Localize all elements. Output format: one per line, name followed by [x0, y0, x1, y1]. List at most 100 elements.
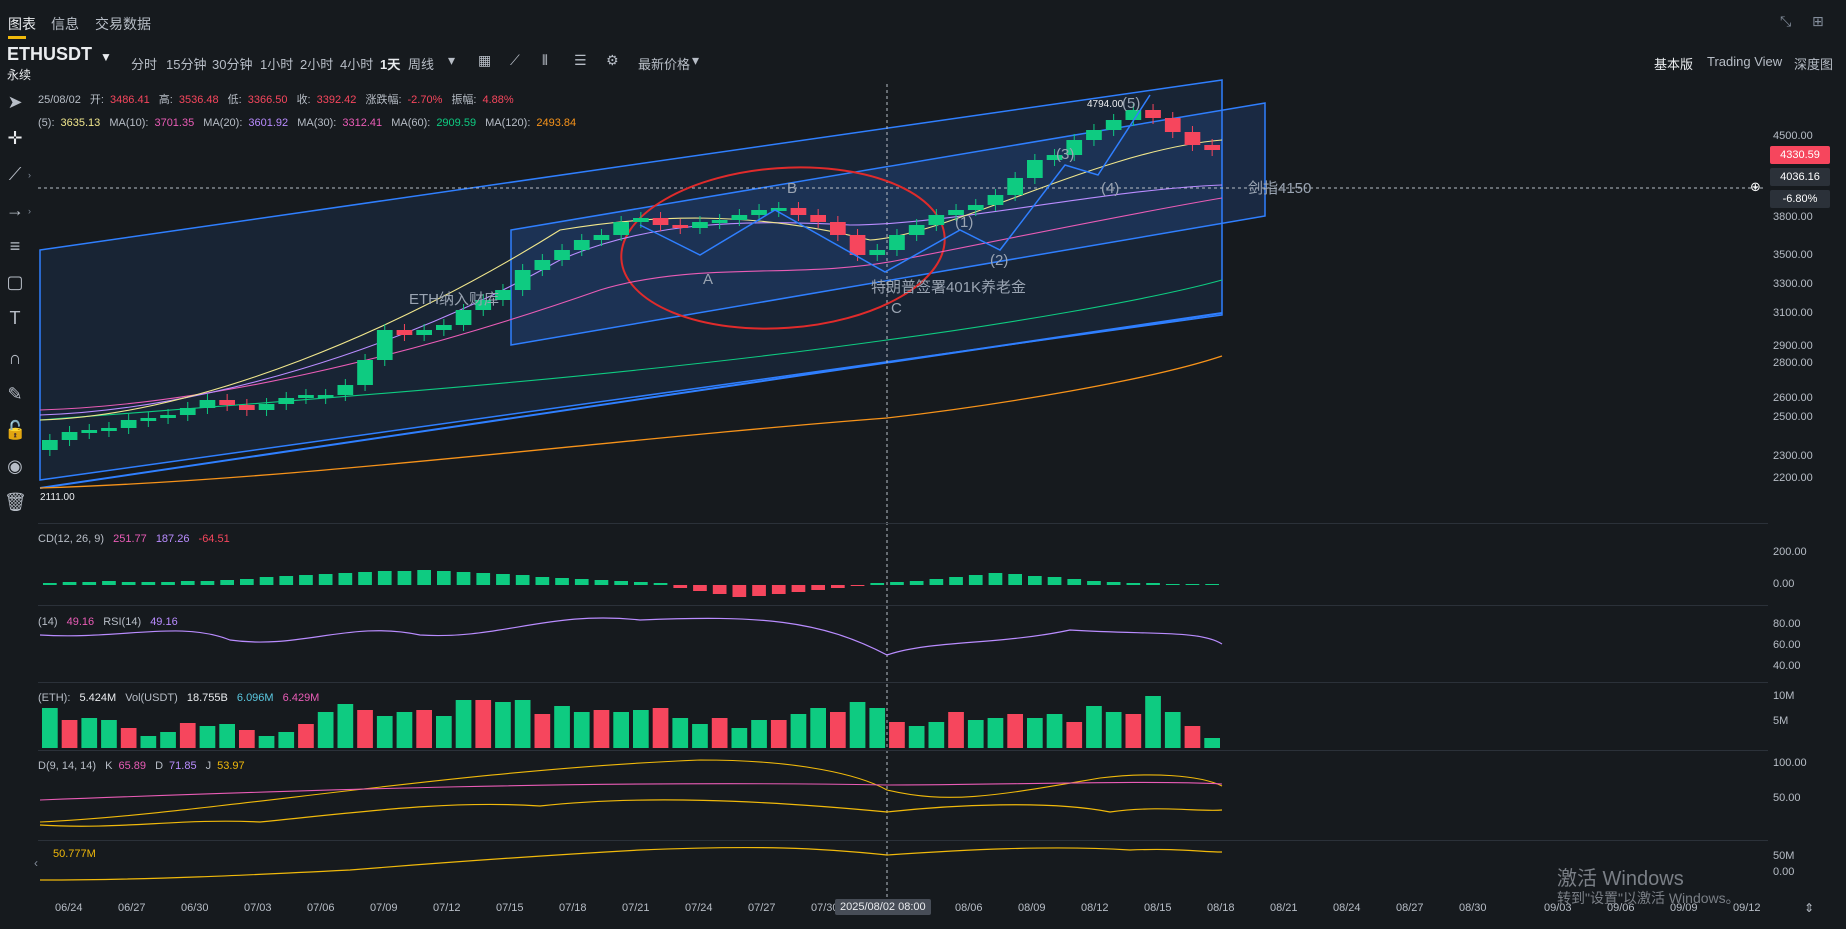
price-type-caret-icon[interactable]: ▾: [692, 52, 700, 68]
draw-edit-icon[interactable]: ✎: [7, 384, 23, 404]
volume-bar: [652, 708, 669, 748]
volume-bar: [751, 720, 767, 748]
trendline-more-icon[interactable]: ›: [28, 170, 31, 180]
template-icon[interactable]: ☰: [574, 52, 587, 68]
crosshair-icon[interactable]: ✛: [7, 128, 23, 148]
candle: [1125, 110, 1142, 120]
tf-line[interactable]: 分时: [131, 57, 158, 72]
volume-bar: [416, 710, 432, 748]
tf-15m[interactable]: 15分钟: [166, 57, 207, 72]
macd-bar: [732, 585, 747, 597]
price-tick: 4500.00: [1773, 130, 1813, 142]
candle: [908, 225, 925, 235]
ma60-line: [39, 279, 1223, 421]
text-icon[interactable]: T: [9, 308, 21, 328]
more-timeframes-icon[interactable]: ▾: [448, 52, 456, 68]
tf-1w[interactable]: 周线: [408, 57, 435, 72]
volume-bar: [140, 736, 157, 748]
indicator-icon[interactable]: ⟋: [510, 52, 520, 68]
ma10-value: 3701.35: [154, 117, 195, 129]
view-basic[interactable]: 基本版: [1654, 57, 1694, 72]
tf-30m[interactable]: 30分钟: [212, 57, 253, 72]
candle: [1184, 132, 1201, 145]
outer-channel: [39, 79, 1223, 481]
macd-bar: [693, 585, 707, 591]
fit-axis-icon[interactable]: ⇕: [1804, 901, 1815, 915]
tf-2h[interactable]: 2小时: [300, 57, 334, 72]
volume-bar: [1007, 714, 1023, 748]
candle-type-icon[interactable]: ⫴: [542, 52, 548, 68]
magnet-icon[interactable]: ∩: [8, 348, 22, 368]
macd-bar: [574, 579, 589, 585]
candle: [967, 205, 984, 210]
fib-icon[interactable]: ≡: [9, 236, 21, 256]
candle: [790, 208, 807, 215]
tf-1h[interactable]: 1小时: [260, 57, 294, 72]
macd-bar: [1205, 584, 1219, 585]
macd-bar: [1028, 576, 1042, 585]
volume-bar: [889, 722, 905, 748]
macd-bar: [929, 579, 944, 585]
eye-icon[interactable]: ◉: [7, 456, 23, 476]
tf-4h[interactable]: 4小时: [340, 57, 374, 72]
tf-1d[interactable]: 1天: [380, 57, 401, 72]
ma60-label: MA(60):: [391, 117, 431, 129]
macd-dea: 187.26: [155, 533, 190, 545]
add-alert-icon[interactable]: ⊕: [1750, 179, 1761, 194]
vol-legend: (ETH): 5.424M Vol(USDT) 18.755B 6.096M 6…: [38, 692, 325, 704]
view-depth[interactable]: 深度图: [1794, 57, 1834, 72]
candle: [455, 310, 472, 325]
tab-chart[interactable]: 图表: [8, 16, 36, 32]
cursor-icon[interactable]: ➤: [7, 92, 23, 112]
volume-bar: [455, 700, 472, 748]
calendar-icon[interactable]: ▦: [478, 52, 492, 68]
macd-bar: [496, 574, 510, 585]
price-type-select[interactable]: 最新价格: [638, 57, 691, 72]
symbol-name[interactable]: ETHUSDT: [7, 44, 92, 64]
vol-tick: 5M: [1773, 715, 1789, 727]
price-tick: 3800.00: [1773, 211, 1813, 223]
annotation-target[interactable]: 剑指4150: [1248, 180, 1312, 197]
x-tick: 06/24: [55, 902, 83, 914]
view-tradingview[interactable]: Trading View: [1707, 54, 1783, 69]
tab-info[interactable]: 信息: [51, 16, 79, 32]
shape-icon[interactable]: ▢: [6, 272, 24, 292]
cursor-date-tag: 2025/08/02 08:00: [835, 899, 931, 915]
candle: [1145, 110, 1161, 118]
trash-icon[interactable]: 🗑: [4, 492, 27, 512]
macd-bar: [220, 580, 234, 585]
settings-icon[interactable]: ⚙: [606, 52, 619, 68]
tab-trade-data[interactable]: 交易数据: [95, 16, 151, 32]
macd-bar: [240, 579, 254, 585]
candle: [869, 250, 886, 255]
collapse-left-icon[interactable]: ‹: [34, 856, 38, 870]
volume-bar: [120, 728, 137, 748]
lock-icon[interactable]: 🔓: [4, 420, 27, 440]
volume-bar: [376, 716, 393, 748]
candle: [1027, 160, 1043, 178]
collapse-icon[interactable]: ⤡: [1780, 13, 1792, 29]
candle: [1164, 118, 1181, 132]
volume-bar: [849, 702, 866, 748]
candle: [948, 210, 964, 215]
symbol-dropdown-icon[interactable]: ▼: [100, 50, 112, 64]
arrow-more-icon[interactable]: ›: [28, 206, 31, 216]
panel-divider: [38, 523, 1768, 524]
arrow-icon[interactable]: →: [6, 200, 24, 220]
price-tick: 3500.00: [1773, 249, 1813, 261]
ma5-label: (5):: [38, 117, 55, 129]
macd-bar: [850, 585, 865, 586]
annotation-trump-401k[interactable]: 特朗普签署401K养老金: [871, 279, 1027, 296]
trendline-icon[interactable]: ⟋: [8, 164, 22, 184]
x-tick: 07/18: [559, 902, 587, 914]
volume-bar: [1046, 714, 1063, 748]
volume-bar: [278, 732, 295, 748]
volume-bar: [987, 718, 1004, 748]
kdj-k-line: [39, 799, 1223, 827]
layout-grid-icon[interactable]: ⊞: [1812, 13, 1824, 29]
price-tick: 2300.00: [1773, 450, 1813, 462]
candle: [672, 225, 689, 228]
annotation-eth-treasury[interactable]: ETH纳入财库: [409, 291, 500, 308]
candle: [179, 408, 196, 415]
